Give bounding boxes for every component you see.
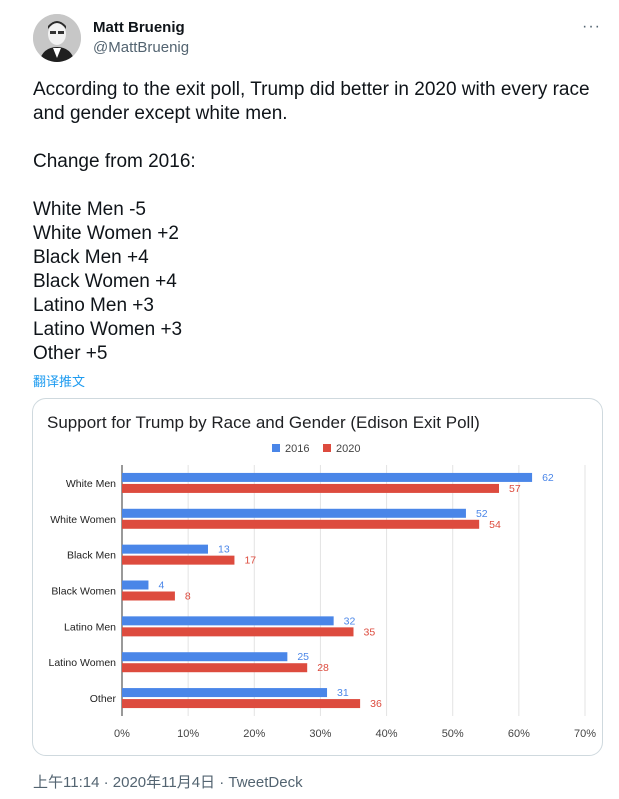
data-label-2016: 4 <box>158 580 164 592</box>
bar-2020 <box>122 699 361 709</box>
more-horizontal-icon[interactable]: ··· <box>582 18 601 35</box>
author-handle[interactable]: @MattBruenig <box>93 39 190 56</box>
data-label-2020: 28 <box>317 662 329 674</box>
legend-swatch-2020 <box>323 444 331 452</box>
category-label: Black Women <box>51 586 116 598</box>
avatar-photo <box>33 14 81 62</box>
chart-title: Support for Trump by Race and Gender (Ed… <box>47 413 480 432</box>
avatar[interactable] <box>33 14 81 62</box>
bar-2016 <box>122 508 466 518</box>
tweet-text: According to the exit poll, Trump did be… <box>33 79 590 364</box>
x-tick-label: 20% <box>243 728 265 740</box>
x-tick-label: 30% <box>309 728 331 740</box>
translate-tweet-link[interactable]: 翻译推文 <box>33 374 86 389</box>
bar-2020 <box>122 483 500 493</box>
data-label-2016: 25 <box>297 651 309 663</box>
legend-label-2020: 2020 <box>336 443 360 455</box>
data-label-2016: 62 <box>542 472 554 484</box>
category-label: Black Men <box>67 550 116 562</box>
data-label-2020: 35 <box>364 626 376 638</box>
legend-label-2016: 2016 <box>285 443 309 455</box>
category-label: Latino Women <box>48 657 116 669</box>
data-label-2020: 36 <box>370 698 382 710</box>
bar-2016 <box>122 472 533 482</box>
category-label: Other <box>90 693 117 705</box>
data-label-2016: 32 <box>344 615 356 627</box>
category-label: Latino Men <box>64 621 116 633</box>
bar-2016 <box>122 544 208 554</box>
tweet-source[interactable]: TweetDeck <box>228 774 303 791</box>
data-label-2020: 54 <box>489 519 501 531</box>
data-label-2016: 31 <box>337 687 349 699</box>
bar-2016 <box>122 616 334 626</box>
x-tick-label: 50% <box>442 728 464 740</box>
data-label-2020: 17 <box>244 555 256 567</box>
data-label-2020: 57 <box>509 483 521 495</box>
category-label: White Women <box>50 514 116 526</box>
chart-card[interactable]: Support for Trump by Race and Gender (Ed… <box>32 398 603 756</box>
tweet-metadata: 上午11:14 · 2020年11月4日 · TweetDeck <box>33 771 303 792</box>
x-tick-label: 60% <box>508 728 530 740</box>
bar-2020 <box>122 663 308 673</box>
tweet-timestamp[interactable]: 上午11:14 · 2020年11月4日 · <box>33 774 229 791</box>
data-label-2016: 13 <box>218 544 230 556</box>
bar-2016 <box>122 688 328 698</box>
category-label: White Men <box>66 478 116 490</box>
data-label-2020: 8 <box>185 591 191 603</box>
x-tick-label: 0% <box>114 728 130 740</box>
bar-2020 <box>122 519 480 529</box>
x-tick-label: 10% <box>177 728 199 740</box>
bar-2020 <box>122 555 235 565</box>
author-name[interactable]: Matt Bruenig <box>93 19 185 36</box>
bar-2016 <box>122 580 149 590</box>
data-label-2016: 52 <box>476 508 488 520</box>
bar-chart: Support for Trump by Race and Gender (Ed… <box>47 413 596 740</box>
bar-2016 <box>122 652 288 662</box>
bar-2020 <box>122 627 354 637</box>
x-tick-label: 40% <box>376 728 398 740</box>
x-tick-label: 70% <box>574 728 596 740</box>
legend-swatch-2016 <box>272 444 280 452</box>
bar-2020 <box>122 591 175 601</box>
